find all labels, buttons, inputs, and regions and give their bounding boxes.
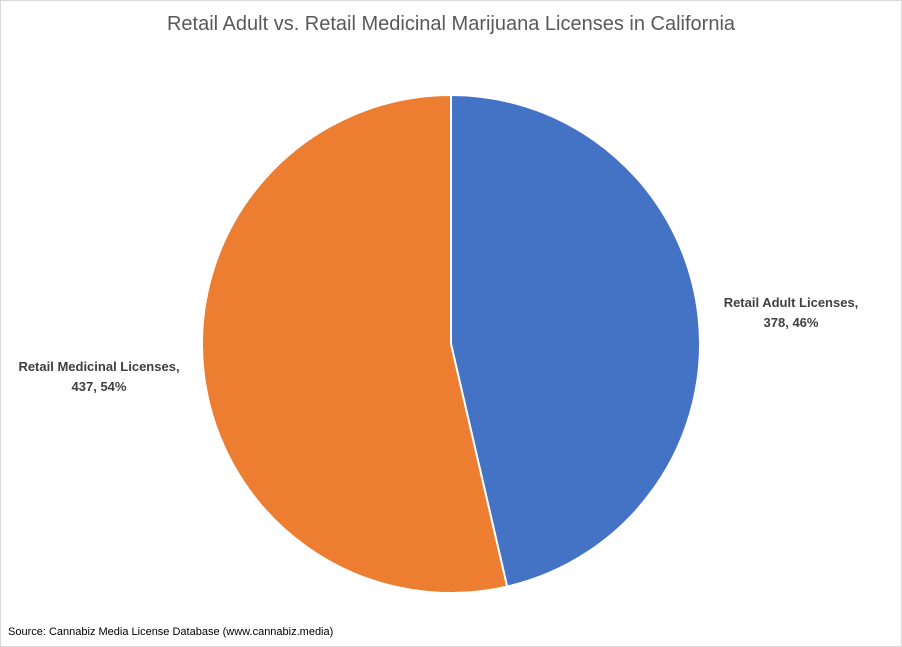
data-label-retail-adult: Retail Adult Licenses, 378, 46% [716,293,866,333]
data-label-value: 437, 54% [71,379,127,394]
source-note: Source: Cannabiz Media License Database … [8,626,334,638]
pie-slice-retail-adult-licenses [450,93,701,588]
data-label-retail-medicinal: Retail Medicinal Licenses, 437, 54% [10,357,188,397]
chart-title: Retail Adult vs. Retail Medicinal Mariju… [166,13,736,35]
data-label-name: Retail Adult Licenses, [723,295,859,310]
data-label-name: Retail Medicinal Licenses, [18,359,180,374]
pie-slice-retail-medicinal-licenses [201,93,509,594]
data-label-value: 378, 46% [763,315,819,330]
